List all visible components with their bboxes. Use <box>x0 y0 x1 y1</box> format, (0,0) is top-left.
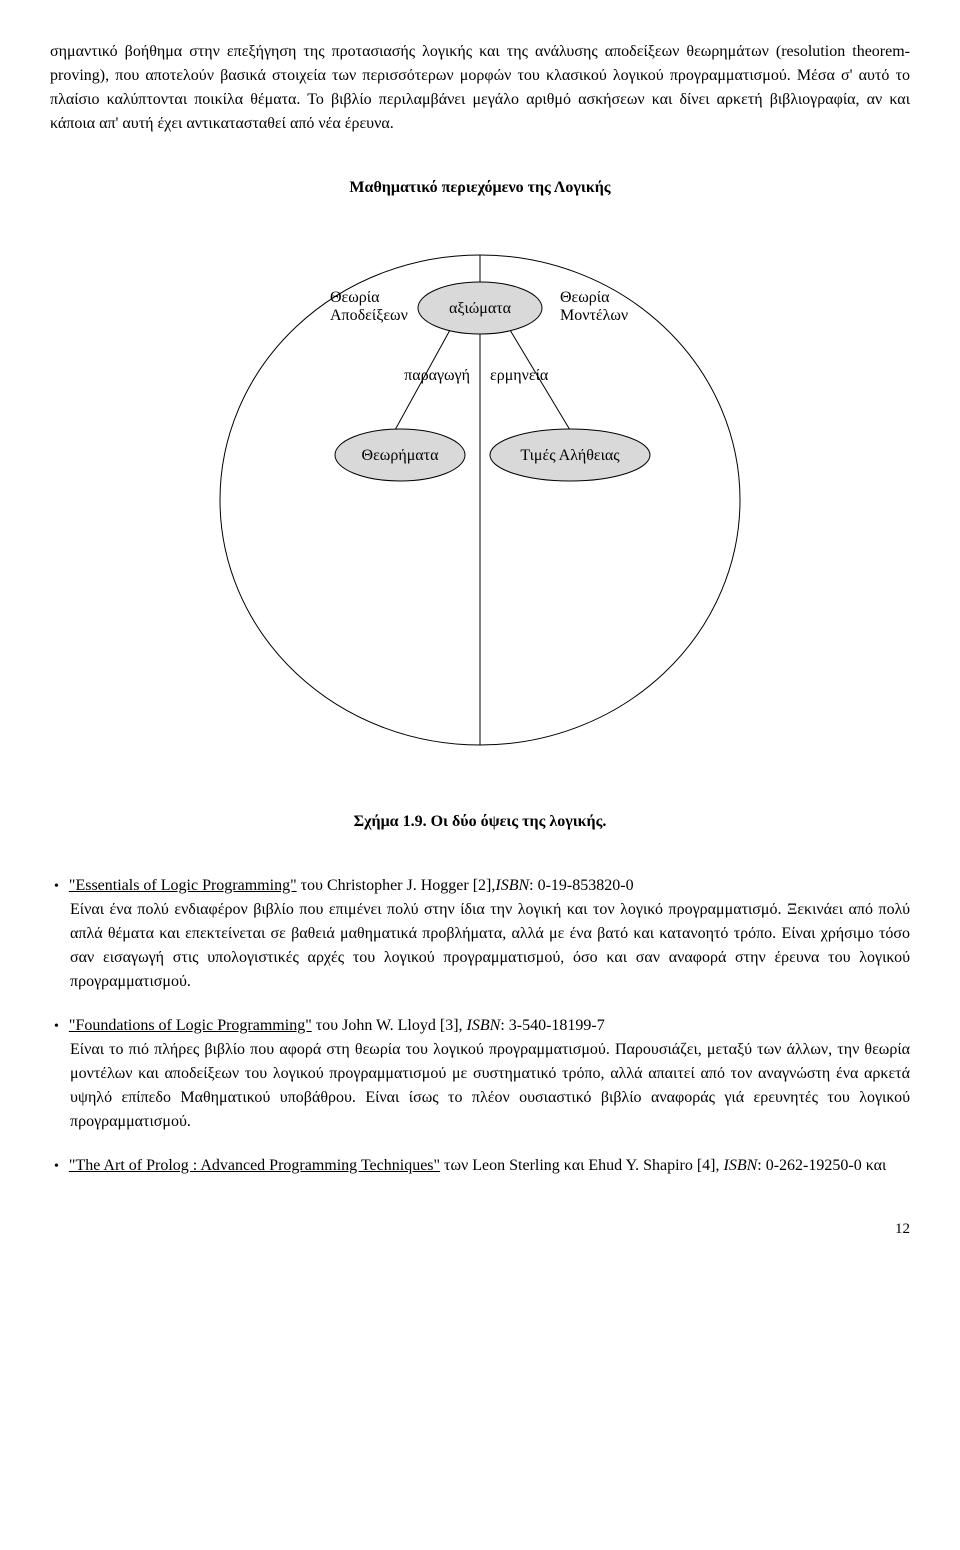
book-title-line: • "The Art of Prolog : Advanced Programmi… <box>50 1154 910 1178</box>
svg-text:αξιώματα: αξιώματα <box>449 300 512 317</box>
books-list: • "Essentials of Logic Programming" του C… <box>50 874 910 1178</box>
book-title-text: "The Art of Prolog : Advanced Programmin… <box>69 1154 886 1178</box>
book-title: "Essentials of Logic Programming" <box>69 877 297 894</box>
svg-text:παραγωγή: παραγωγή <box>404 367 470 384</box>
book-item: • "Foundations of Logic Programming" του … <box>50 1014 910 1134</box>
isbn-value: : 0-262-19250-0 και <box>757 1157 886 1174</box>
book-title-line: • "Foundations of Logic Programming" του … <box>50 1014 910 1038</box>
book-author: του Christopher J. Hogger [2], <box>297 877 496 894</box>
book-title-text: "Essentials of Logic Programming" του Ch… <box>69 874 634 898</box>
svg-text:Θεωρία: Θεωρία <box>330 289 380 306</box>
svg-text:Θεωρήματα: Θεωρήματα <box>362 447 440 464</box>
book-author: του John W. Lloyd [3], <box>312 1017 467 1034</box>
isbn-label: ISBN <box>495 877 529 894</box>
bullet-icon: • <box>54 876 59 897</box>
isbn-value: : 0-19-853820-0 <box>529 877 633 894</box>
isbn-value: : 3-540-18199-7 <box>500 1017 604 1034</box>
book-author: των Leon Sterling και Ehud Y. Shapiro [4… <box>440 1157 723 1174</box>
bullet-icon: • <box>54 1016 59 1037</box>
book-item: • "The Art of Prolog : Advanced Programmi… <box>50 1154 910 1178</box>
book-title-text: "Foundations of Logic Programming" του J… <box>69 1014 605 1038</box>
svg-text:Τιμές Αλήθειας: Τιμές Αλήθειας <box>520 447 620 464</box>
figure-caption: Σχήμα 1.9. Οι δύο όψεις της λογικής. <box>50 810 910 834</box>
book-item: • "Essentials of Logic Programming" του C… <box>50 874 910 994</box>
book-description: Είναι το πιό πλήρες βιβλίο που αφορά στη… <box>70 1038 910 1134</box>
page-number: 12 <box>50 1218 910 1241</box>
svg-text:Μοντέλων: Μοντέλων <box>560 307 628 324</box>
svg-text:Θεωρία: Θεωρία <box>560 289 610 306</box>
logic-diagram-svg: ΘεωρίαΑποδείξεωναξιώματαΘεωρίαΜοντέλωνπα… <box>180 220 780 780</box>
book-title-line: • "Essentials of Logic Programming" του C… <box>50 874 910 898</box>
isbn-label: ISBN <box>724 1157 758 1174</box>
bullet-icon: • <box>54 1156 59 1177</box>
book-title: "Foundations of Logic Programming" <box>69 1017 312 1034</box>
diagram-container: ΘεωρίαΑποδείξεωναξιώματαΘεωρίαΜοντέλωνπα… <box>50 220 910 780</box>
diagram-title: Μαθηματικό περιεχόμενο της Λογικής <box>50 176 910 200</box>
book-description: Είναι ένα πολύ ενδιαφέρον βιβλίο που επι… <box>70 898 910 994</box>
svg-text:ερμηνεία: ερμηνεία <box>490 367 549 384</box>
book-title: "The Art of Prolog : Advanced Programmin… <box>69 1157 440 1174</box>
svg-text:Αποδείξεων: Αποδείξεων <box>330 307 408 324</box>
intro-paragraph: σημαντικό βοήθημα στην επεξήγηση της προ… <box>50 40 910 136</box>
isbn-label: ISBN <box>467 1017 501 1034</box>
